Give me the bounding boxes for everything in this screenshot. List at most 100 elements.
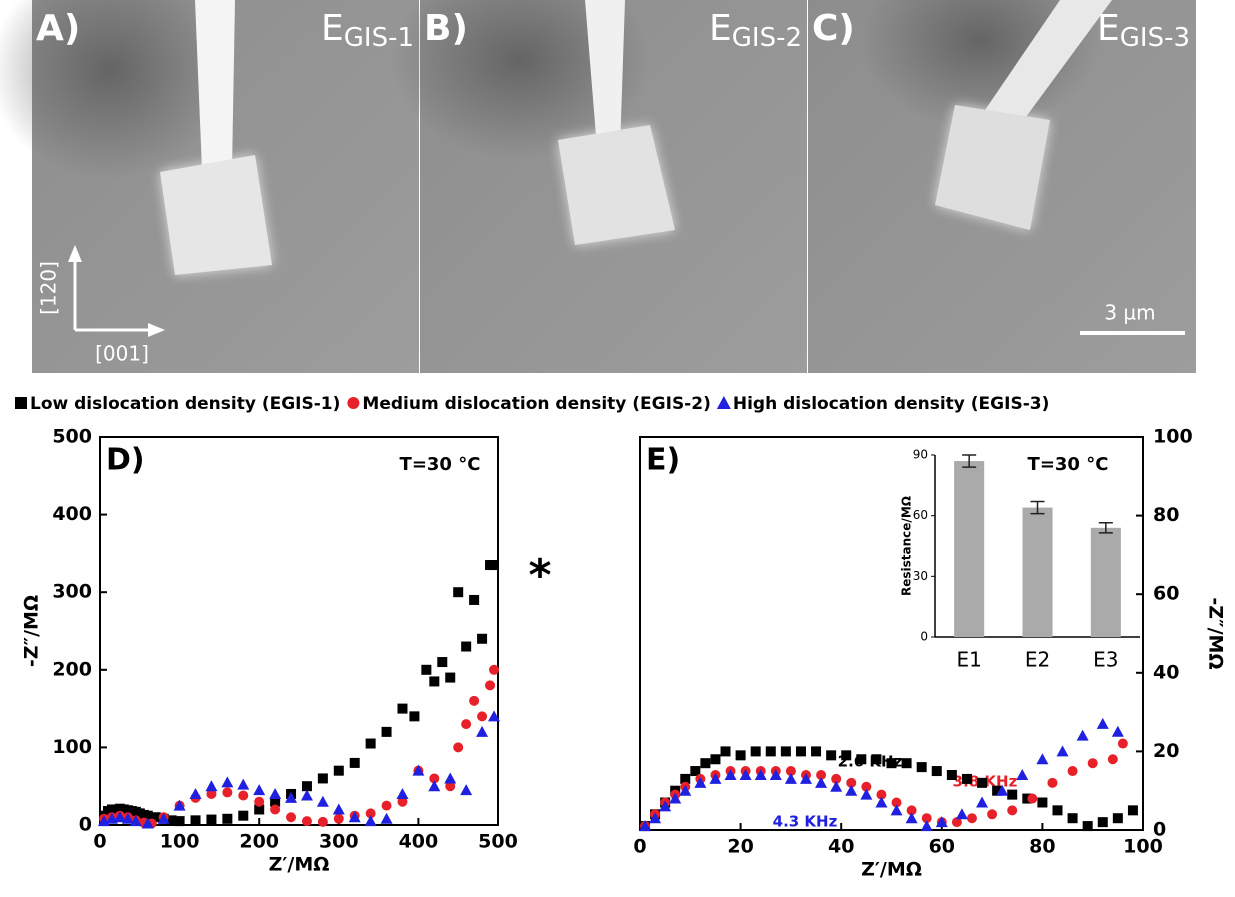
data-point: [977, 777, 988, 788]
data-point: [348, 811, 361, 823]
bar: [1022, 507, 1053, 637]
data-point: [1056, 745, 1069, 757]
data-point: [1052, 805, 1063, 816]
data-point: [1037, 797, 1048, 808]
data-point: [301, 781, 312, 792]
data-point: [739, 768, 752, 780]
energy-label: EGIS-2: [709, 8, 802, 53]
data-point: [690, 766, 701, 777]
data-point: [453, 742, 464, 753]
data-point: [166, 815, 177, 826]
data-point: [815, 776, 828, 788]
y-tick-label: 20: [1153, 740, 1179, 762]
y-tick-label: 60: [913, 508, 928, 522]
data-point: [1127, 805, 1138, 816]
data-point: [1082, 821, 1093, 832]
data-point: [121, 812, 134, 824]
data-point: [784, 772, 797, 784]
data-point: [428, 780, 441, 792]
x-tick-label: 80: [1029, 836, 1055, 858]
data-point: [1047, 777, 1058, 788]
data-point: [1096, 717, 1109, 729]
data-point: [1097, 817, 1108, 828]
data-point: [485, 680, 496, 691]
legend-marker: [716, 396, 731, 409]
data-point: [987, 809, 998, 820]
data-point: [365, 738, 376, 749]
data-point: [174, 816, 185, 827]
panel-label: D): [106, 443, 145, 478]
data-point: [397, 796, 408, 807]
data-point: [421, 664, 432, 675]
data-point: [113, 811, 126, 823]
data-point: [709, 772, 722, 784]
y-tick-label: 40: [1153, 661, 1179, 683]
x-tick-label: 300: [319, 831, 359, 853]
data-point: [724, 768, 737, 780]
data-point: [649, 812, 662, 824]
data-point: [333, 813, 344, 824]
data-point: [469, 594, 480, 605]
data-point: [659, 800, 672, 812]
legend-label: Low dislocation density (EGIS-1): [30, 394, 340, 414]
scale-label: 3 µm: [1104, 301, 1155, 325]
data-point: [765, 746, 776, 757]
data-point: [996, 784, 1009, 796]
data-point: [976, 796, 989, 808]
y-axis-label: -Z″/MΩ: [1205, 597, 1227, 669]
data-point: [142, 810, 153, 821]
data-point: [1112, 813, 1123, 824]
y-tick-label: 0: [79, 814, 92, 836]
data-point: [332, 803, 345, 815]
x-axis-label: Z′/MΩ: [269, 854, 330, 876]
energy-label: EGIS-3: [1097, 8, 1190, 53]
data-point: [920, 820, 933, 832]
y-tick-label: 400: [52, 503, 92, 525]
legend-marker: [15, 397, 27, 409]
data-point: [906, 805, 917, 816]
y-axis-label: Resistance/MΩ: [900, 496, 914, 596]
data-point: [429, 676, 440, 687]
data-point: [1016, 768, 1029, 780]
data-point: [1067, 813, 1078, 824]
direction-label: [001]: [95, 342, 149, 366]
data-point: [488, 710, 501, 722]
plot-frame: [99, 436, 499, 826]
data-point: [300, 789, 313, 801]
data-point: [237, 778, 250, 790]
data-point: [720, 746, 731, 757]
x-tick-label: 60: [929, 836, 955, 858]
x-tick-label: 200: [239, 831, 279, 853]
data-point: [780, 746, 791, 757]
data-point: [856, 754, 867, 765]
data-point: [875, 796, 888, 808]
y-tick-label: 100: [52, 736, 92, 758]
data-point: [931, 766, 942, 777]
data-point: [694, 776, 707, 788]
data-point: [845, 784, 858, 796]
data-point: [830, 780, 843, 792]
data-point: [222, 813, 233, 824]
data-point: [769, 768, 782, 780]
data-point: [811, 746, 822, 757]
probe: [195, 0, 235, 170]
panel-label: B): [424, 8, 468, 49]
legend-label: Medium dislocation density (EGIS-2): [362, 394, 710, 414]
data-point: [397, 703, 408, 714]
data-point: [206, 814, 217, 825]
x-tick-label: 20: [727, 836, 753, 858]
data-point: [238, 790, 249, 801]
energy-subscript: GIS-2: [732, 23, 802, 53]
data-point: [966, 813, 977, 824]
annotation: 2.6 KHz: [838, 753, 903, 771]
y-tick-label: 30: [913, 569, 928, 583]
x-tick-label: 100: [1123, 836, 1163, 858]
data-point: [270, 804, 281, 815]
annotation: 4.3 KHz: [773, 813, 838, 831]
data-point: [1076, 729, 1089, 741]
data-point: [846, 777, 857, 788]
data-point: [409, 711, 420, 722]
data-point: [270, 796, 281, 807]
energy-label: EGIS-1: [321, 8, 414, 53]
y-tick-label: 300: [52, 581, 92, 603]
